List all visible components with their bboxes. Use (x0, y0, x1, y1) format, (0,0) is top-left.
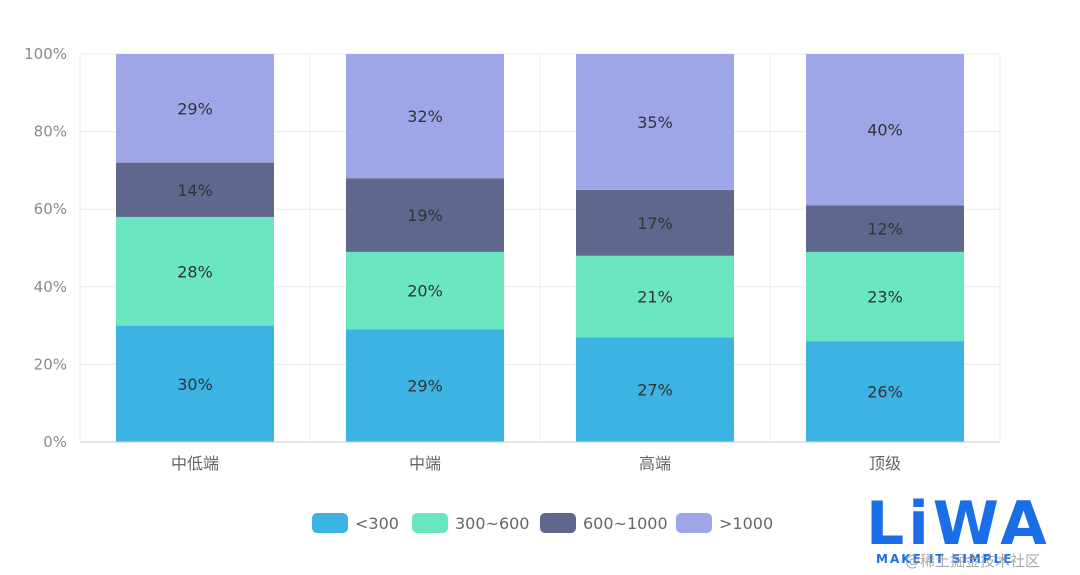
x-tick-label: 顶级 (869, 454, 901, 473)
data-label: 23% (867, 288, 903, 307)
bar-segment (346, 178, 504, 252)
bar-segment (346, 329, 504, 442)
bar-segment (806, 54, 964, 206)
data-label: 28% (177, 262, 213, 281)
bar-segment (806, 205, 964, 252)
y-tick-label: 80% (34, 123, 67, 141)
legend-swatch (312, 513, 348, 533)
legend-swatch (412, 513, 448, 533)
bar-segment (116, 162, 274, 217)
logo-word: LiWA (866, 489, 1051, 559)
bar-segment (116, 325, 274, 442)
y-tick-label: 40% (34, 278, 67, 296)
bar-segment (806, 341, 964, 442)
x-axis: 中低端 中端 高端 顶级 (80, 441, 1000, 473)
x-tick-label: 中端 (409, 454, 441, 473)
y-tick-label: 20% (34, 355, 67, 373)
data-label: 29% (177, 99, 213, 118)
watermark-text: @稀土掘金技术社区 (905, 552, 1040, 570)
x-tick-label: 中低端 (171, 454, 219, 473)
bar-segment (576, 337, 734, 442)
legend-label: 300~600 (455, 514, 529, 533)
data-label: 26% (867, 383, 903, 402)
watermark-logo: LiWA MAKE IT SIMPLE @稀土掘金技术社区 (866, 489, 1051, 570)
data-label: 35% (637, 113, 673, 132)
bar-segment (346, 54, 504, 179)
data-label: 20% (407, 282, 443, 301)
legend-label: >1000 (719, 514, 773, 533)
y-tick-label: 60% (34, 200, 67, 218)
legend-label: 600~1000 (583, 514, 668, 533)
bar-segment (806, 251, 964, 342)
bar-segment (116, 54, 274, 163)
bar-segment (116, 216, 274, 326)
bar-segment (576, 189, 734, 256)
data-label: 40% (867, 121, 903, 140)
data-label: 19% (407, 206, 443, 225)
data-label: 12% (867, 220, 903, 239)
bar-segment (576, 255, 734, 338)
data-label: 27% (637, 381, 673, 400)
data-label: 21% (637, 288, 673, 307)
data-label: 14% (177, 181, 213, 200)
legend-swatch (540, 513, 576, 533)
data-label: 30% (177, 375, 213, 394)
legend-label: <300 (355, 514, 399, 533)
data-label: 29% (407, 377, 443, 396)
legend: <300 300~600 600~1000 >1000 (312, 513, 773, 533)
y-tick-label: 0% (43, 433, 67, 451)
logo-tagline: MAKE IT SIMPLE (876, 552, 1013, 566)
bar-segment (346, 251, 504, 330)
y-axis: 0% 20% 40% 60% 80% 100% (24, 45, 67, 451)
data-label: 17% (637, 214, 673, 233)
data-label: 32% (407, 107, 443, 126)
legend-swatch (676, 513, 712, 533)
bar-segment (576, 54, 734, 190)
x-tick-label: 高端 (639, 454, 671, 473)
y-tick-label: 100% (24, 45, 67, 63)
bars: 30% 28% 14% 29% 29% 20% 19% 32% 27% 21% 17% 35% 26% 2… (116, 54, 964, 442)
